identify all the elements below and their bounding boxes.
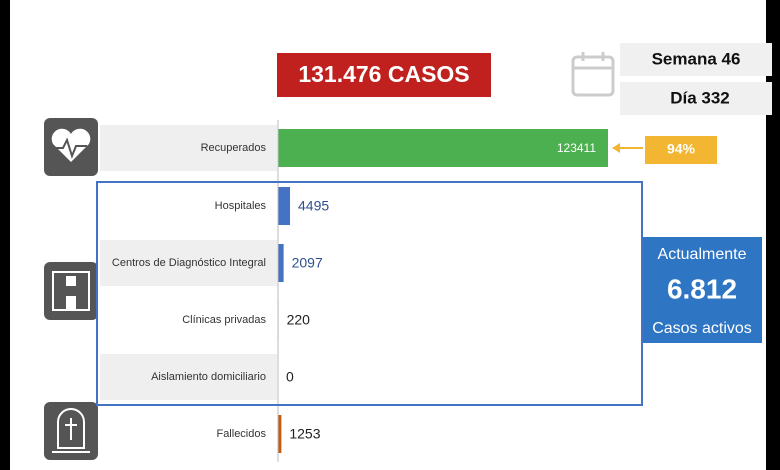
hospital-icon [44,262,98,320]
category-label: Hospitales [215,200,267,212]
active-group-frame [96,181,643,406]
heart-icon [44,118,98,176]
row-band [100,354,277,400]
value-label: 123411 [557,141,596,155]
bar [278,129,608,167]
value-label: 2097 [292,255,323,271]
right-border [766,0,780,470]
total-text: 131.476 CASOS [298,61,469,87]
row-band [100,240,277,286]
value-label: 1253 [289,426,320,442]
week-text: Semana 46 [652,49,741,68]
bar [278,244,284,282]
category-label: Clínicas privadas [182,314,266,326]
day-text: Día 332 [670,88,730,107]
bar [278,187,291,225]
active-caption: Casos activos [652,320,752,337]
row-band [100,125,277,171]
total-box [277,53,491,97]
category-label: Recuperados [201,142,267,154]
share-badge [645,136,717,164]
bar [278,415,282,453]
week-box [620,43,772,76]
active-value: 6.812 [667,273,737,304]
category-label: Aislamiento domiciliario [151,371,266,383]
category-label: Fallecidos [216,428,266,440]
active-title: Actualmente [658,246,747,263]
day-box [620,82,772,115]
value-label: 220 [287,312,311,328]
value-label: 4495 [298,198,329,214]
left-border [0,0,10,470]
share-text: 94% [667,141,696,157]
tomb-icon [44,402,98,460]
category-label: Centros de Diagnóstico Integral [112,257,266,269]
calendar-icon [571,52,615,97]
share-arrowhead [612,143,620,153]
value-label: 0 [286,369,294,385]
active-box [643,237,762,343]
